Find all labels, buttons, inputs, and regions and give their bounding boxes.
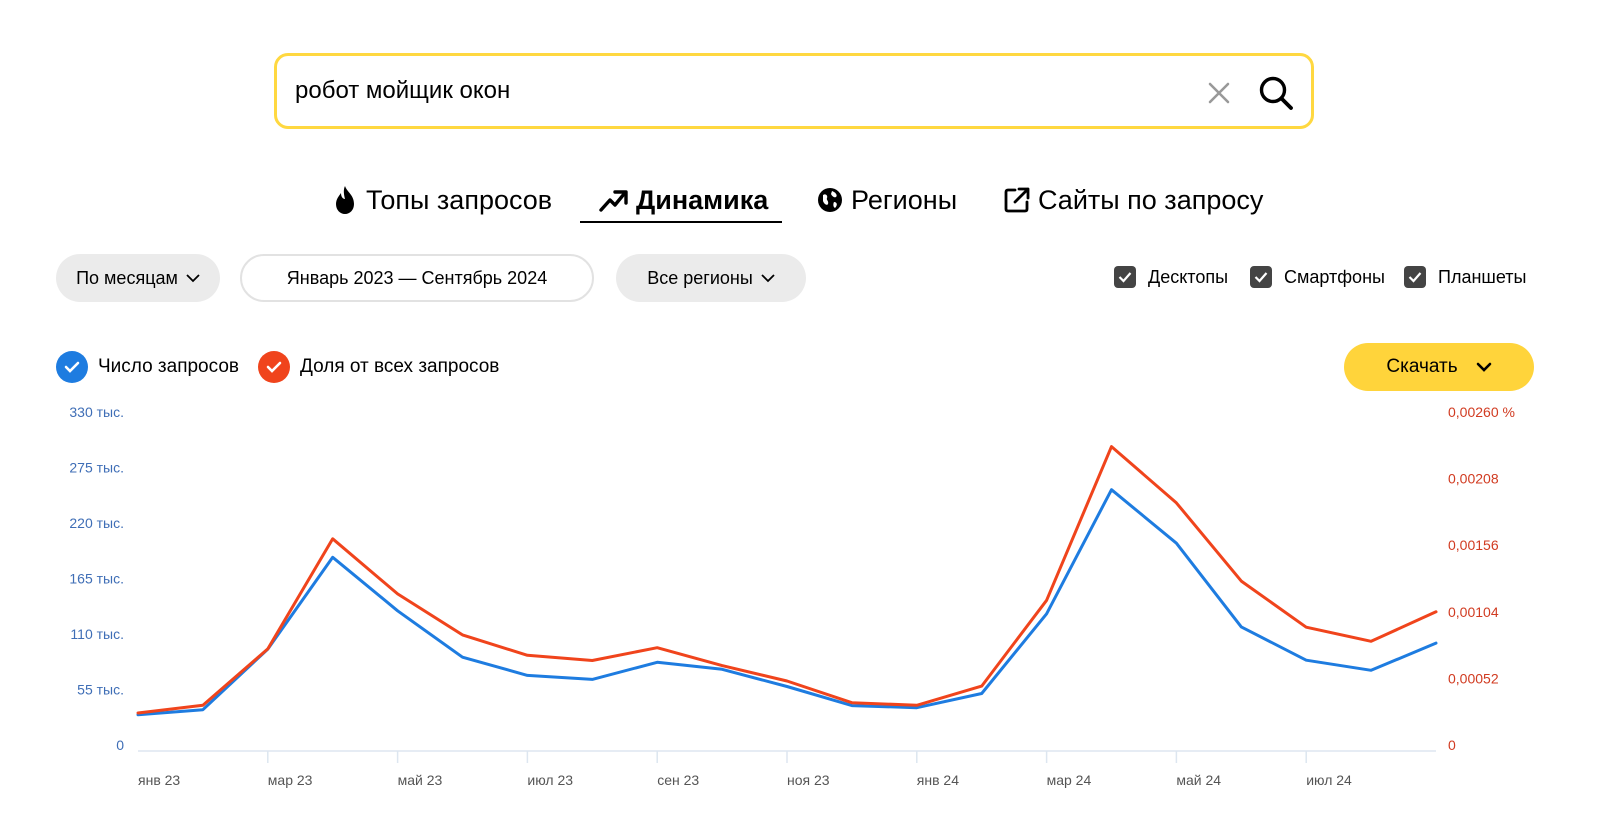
x-tick-label: июл 23 [527,772,573,788]
checkbox-checked-icon [1114,266,1136,288]
x-tick-label: янв 24 [917,772,959,788]
y-left-tick-label: 0 [116,737,124,753]
x-tick-label: мар 24 [1047,772,1092,788]
period-group-label: По месяцам [76,267,178,288]
y-right-tick-label: 0 [1448,737,1456,753]
dynamics-chart: 0 55 тыс. 110 тыс. 165 тыс. 220 тыс. 275 тыс.… [69,404,1515,788]
y-left-tick-label: 220 тыс. [69,515,124,531]
x-tick-label: май 24 [1176,772,1221,788]
legend-label: Доля от всех запросов [300,356,500,377]
tab-regions[interactable]: Регионы [817,178,957,222]
tab-label: Топы запросов [366,184,553,215]
y-left-tick-label: 330 тыс. [69,404,124,420]
check-circle-icon [258,351,290,383]
check-circle-icon [56,351,88,383]
x-tick-label: сен 23 [657,772,699,788]
date-range-label: Январь 2023 — Сентябрь 2024 [286,267,548,288]
series-line-share [136,445,1438,715]
y-right-tick-label: 0,00156 [1448,537,1499,553]
search-bar [274,53,1314,129]
globe-icon [818,188,842,212]
checkbox-label: Десктопы [1148,266,1229,287]
y-left-tick-label: 275 тыс. [69,460,124,476]
tab-label: Сайты по запросу [1038,184,1264,215]
legend-label: Число запросов [98,356,239,377]
period-group-select[interactable]: По месяцам [56,254,220,302]
checkbox-tablets[interactable]: Планшеты [1404,266,1526,288]
y-right-tick-label: 0,00260 % [1448,404,1515,420]
x-tick-label: мар 23 [268,772,313,788]
y-right-tick-label: 0,00052 [1448,670,1499,686]
tab-dynamics[interactable]: Динамика [598,178,768,222]
tabs: Топы запросов Динамика Регионы Сайты по … [0,178,1600,228]
region-select[interactable]: Все регионы [616,254,806,302]
checkbox-smartphones[interactable]: Смартфоны [1250,266,1385,288]
x-tick-label: июл 24 [1306,772,1352,788]
y-right-tick-label: 0,00104 [1448,604,1499,620]
y-right-tick-label: 0,00208 [1448,471,1499,487]
checkbox-label: Планшеты [1438,266,1527,287]
checkbox-checked-icon [1404,266,1426,288]
legend-item-query-count[interactable]: Число запросов [56,351,239,383]
download-button[interactable]: Скачать [1344,343,1534,391]
y-left-tick-label: 55 тыс. [77,682,124,698]
y-left-tick-label: 165 тыс. [69,571,124,587]
checkbox-checked-icon [1250,266,1272,288]
tab-label: Динамика [636,184,769,215]
chevron-down-icon [761,274,775,283]
trend-up-icon [599,190,628,212]
active-tab-underline [580,221,782,223]
series-line-query-count [136,488,1438,717]
tab-top-queries[interactable]: Топы запросов [332,178,552,222]
search-input[interactable] [295,70,1155,112]
close-icon[interactable] [1205,79,1233,107]
download-label: Скачать [1386,356,1458,377]
region-label: Все регионы [647,267,753,288]
checkbox-label: Смартфоны [1284,266,1385,287]
chevron-down-icon [1476,362,1491,372]
fire-icon [336,186,354,214]
y-left-tick-label: 110 тыс. [70,626,124,642]
legend-item-share[interactable]: Доля от всех запросов [258,351,499,383]
external-link-icon [1004,187,1030,213]
x-tick-label: май 23 [398,772,443,788]
search-icon[interactable] [1257,74,1295,112]
x-tick-label: янв 23 [138,772,180,788]
tab-sites[interactable]: Сайты по запросу [1004,178,1263,222]
tab-label: Регионы [851,184,958,215]
date-range-select[interactable]: Январь 2023 — Сентябрь 2024 [240,254,594,302]
chevron-down-icon [186,274,200,283]
x-tick-label: ноя 23 [787,772,830,788]
checkbox-desktops[interactable]: Десктопы [1114,266,1228,288]
